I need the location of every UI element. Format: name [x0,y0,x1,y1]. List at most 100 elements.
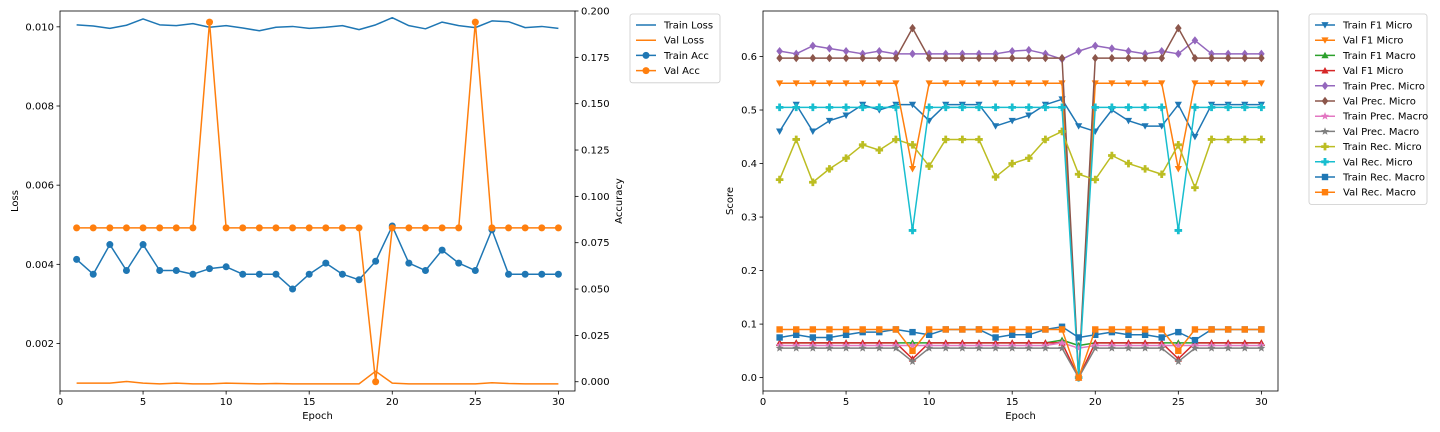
data-point [826,44,833,53]
data-point [455,224,463,232]
legend-marker [1321,142,1329,151]
data-point [1174,357,1183,365]
data-point [255,270,263,278]
legend-label: Val Prec. Macro [1343,127,1419,138]
data-point [1141,49,1149,59]
y-tick-label: 0.4 [741,159,757,170]
data-point [942,326,949,333]
data-point [1258,53,1265,63]
legend-label: Val F1 Micro [1343,66,1403,77]
data-point [991,103,1000,112]
legend-box [629,13,721,84]
data-point [892,80,900,87]
legend-marker [642,51,650,59]
data-point [975,135,983,144]
data-point [1191,103,1199,112]
data-point [925,162,933,171]
legend-marker [1321,81,1329,90]
data-point [338,270,346,278]
data-point [106,224,114,232]
data-point [1141,53,1149,63]
data-point [372,257,380,265]
data-point [859,49,866,59]
data-point [1241,326,1248,333]
data-point [1157,343,1166,352]
loss-accuracy-chart: 0 5 10 15 20 25 30 0.002 0.004 0.006 0.008 0.010 0.0… [10,7,721,422]
data-point [792,53,800,63]
series-line-val-prec-micro [779,27,1262,379]
data-point [1025,53,1033,63]
data-point [1125,331,1132,339]
data-point [1224,53,1232,63]
data-point [189,224,197,232]
data-point [776,128,784,136]
x-tick-label: 30 [1255,397,1268,408]
x-tick-label: 10 [220,397,233,408]
legend-label: Val Rec. Macro [1343,188,1416,199]
y-tick-label: 0.0 [741,373,757,384]
data-point [289,285,297,293]
data-point [776,334,783,341]
data-point [909,49,916,59]
series-val-rec-micro [775,103,1266,382]
data-point [1141,103,1149,112]
legend-label: Val F1 Micro [1343,36,1403,47]
x-tick-label: 25 [1172,397,1185,408]
data-point [521,270,529,278]
x-tick-label: 10 [923,397,936,408]
data-point [1207,135,1216,144]
data-point [388,224,396,232]
data-point [908,357,917,365]
data-point [1075,123,1083,130]
data-point [792,80,800,87]
data-point [1125,326,1132,333]
data-point [925,326,933,333]
data-point [1092,331,1099,339]
y-axis-label: Loss [10,190,21,212]
data-point [925,80,933,87]
data-point [1191,80,1199,87]
data-point [73,255,81,263]
data-point [909,347,916,355]
data-point [438,246,446,254]
data-point [959,53,966,63]
series-line-val-f1-micro [779,82,1262,379]
data-point [1091,41,1099,50]
y2-tick-label: 0.025 [581,331,610,342]
series-line-val-f1-micro [779,342,1262,379]
data-point [892,135,900,144]
data-point [1025,112,1033,119]
data-point [1207,80,1216,87]
data-point [1075,46,1082,56]
data-point [1042,326,1049,333]
data-point [1074,343,1083,352]
data-point [1041,103,1050,112]
y2-tick-label: 0.200 [581,7,610,18]
legend-marker [1321,158,1329,166]
legend-marker [1321,37,1329,44]
data-point [809,80,817,87]
data-point [372,378,380,386]
data-point [1224,135,1232,144]
data-point [974,343,983,352]
data-point [1108,80,1116,87]
data-point [289,224,297,232]
data-point [1075,334,1082,341]
data-point [908,166,917,173]
data-point [776,80,784,87]
data-point [891,343,900,352]
y2-tick-label: 0.150 [581,99,610,110]
data-point [1224,80,1232,87]
data-point [106,241,114,249]
series-val-prec-macro [775,343,1266,382]
data-point [875,80,883,87]
data-point [1008,117,1016,125]
data-point [1174,341,1183,349]
data-point [521,224,529,232]
data-point [1042,49,1049,59]
data-point [842,112,850,119]
data-point [1224,103,1232,112]
data-point [1108,151,1116,160]
data-point [858,141,867,149]
